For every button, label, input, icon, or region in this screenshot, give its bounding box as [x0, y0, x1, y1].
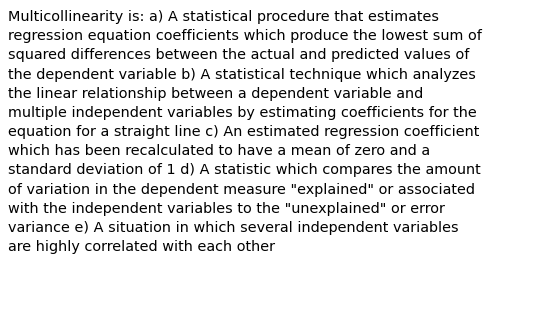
- Text: Multicollinearity is: a) A statistical procedure that estimates
regression equat: Multicollinearity is: a) A statistical p…: [8, 10, 482, 254]
